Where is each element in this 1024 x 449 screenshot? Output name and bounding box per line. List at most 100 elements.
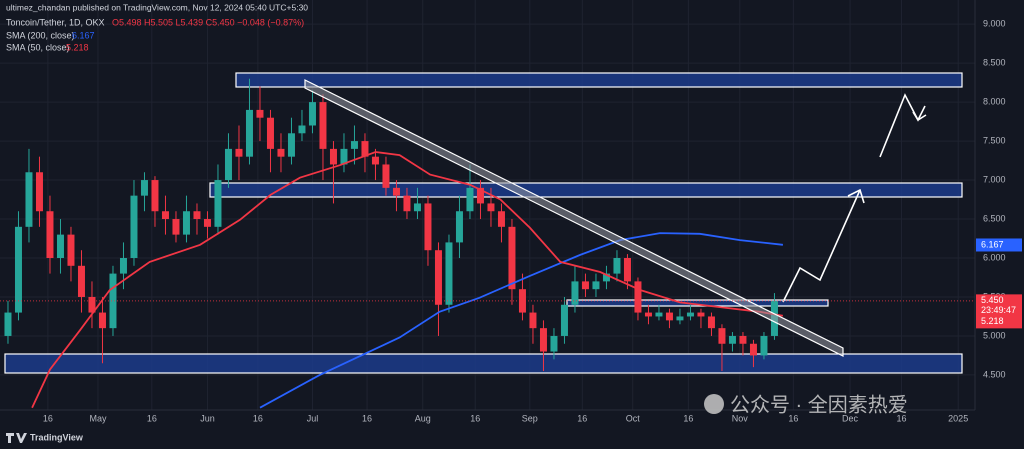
logo-mark — [6, 433, 27, 443]
candle-body — [539, 328, 547, 352]
y-tick-label: 7.000 — [983, 174, 1006, 184]
candle-body — [760, 335, 768, 356]
candle-body — [235, 148, 243, 157]
trendline — [304, 79, 844, 357]
candle-body — [4, 312, 12, 336]
candle-body — [634, 281, 642, 313]
x-tick-label: Sep — [522, 413, 538, 423]
candle-body — [224, 148, 232, 181]
candle-body — [466, 187, 474, 212]
candle-body — [665, 312, 673, 321]
candle-body — [214, 180, 222, 227]
price-label-box — [976, 315, 1022, 329]
candle-body — [529, 312, 537, 329]
candle-body — [403, 195, 411, 212]
legend-value: 6.167 — [72, 30, 95, 40]
y-tick-label: 8.000 — [983, 96, 1006, 106]
candle-body — [623, 258, 631, 282]
drawings — [4, 72, 963, 374]
candle-body — [161, 211, 169, 220]
arrow-head — [847, 188, 865, 204]
x-tick-label: 2025 — [948, 413, 968, 423]
candle-body — [256, 109, 264, 118]
candle-body — [434, 250, 442, 305]
legend-entry: SMA (50, close) — [6, 42, 70, 52]
candle-body — [67, 234, 75, 266]
candle-body — [329, 148, 337, 165]
x-tick-label: Jul — [307, 413, 319, 423]
x-tick-label: May — [89, 413, 107, 423]
x-tick-label: Jun — [200, 413, 215, 423]
candle-body — [749, 343, 757, 356]
candle-body — [644, 312, 652, 317]
x-tick-label: 16 — [362, 413, 372, 423]
y-tick-label: 6.500 — [983, 213, 1006, 223]
x-tick-label: Nov — [732, 413, 749, 423]
candle-body — [298, 125, 306, 134]
watermark-icon — [704, 394, 724, 414]
arrow-head — [912, 111, 927, 122]
price-label: 6.167 — [981, 239, 1004, 249]
candle-body — [445, 242, 453, 305]
candle-body — [266, 117, 274, 149]
legend-value: 5.218 — [66, 42, 89, 52]
candle-body — [707, 316, 715, 329]
candle-body — [172, 219, 180, 235]
publisher: ultimez_chandan published on TradingView… — [6, 2, 308, 12]
candle-body — [361, 141, 369, 157]
candle-body — [413, 203, 421, 212]
moving-averages — [31, 151, 784, 409]
candle-body — [350, 141, 358, 149]
candle-body — [140, 180, 148, 196]
candle-body — [277, 148, 285, 157]
candle-body — [25, 172, 33, 227]
candle-body — [560, 304, 568, 336]
price-label-box — [976, 238, 1022, 252]
candles — [4, 78, 778, 372]
candle-body — [581, 281, 589, 290]
candle-body — [77, 265, 85, 297]
candle-body — [382, 164, 390, 188]
x-tick-label: Oct — [626, 413, 641, 423]
candle-body — [676, 316, 684, 321]
candle-body — [728, 335, 736, 344]
logo-text: TradingView — [30, 432, 84, 442]
y-tick-label: 4.500 — [983, 369, 1006, 379]
price-label: 5.450 — [981, 295, 1004, 305]
watermark-text: 公众号 · 全因素热爱 — [730, 393, 908, 416]
candle-body — [424, 203, 432, 251]
candle-body — [245, 109, 253, 157]
trend-channel — [304, 79, 844, 357]
arrow — [782, 189, 861, 303]
candle-body — [193, 211, 201, 220]
logo: TradingView — [6, 432, 84, 443]
support-zone — [4, 353, 963, 374]
candle-body — [655, 312, 663, 317]
candle-body — [308, 102, 316, 126]
x-tick-label: 16 — [147, 413, 157, 423]
sma-line — [259, 232, 783, 409]
candle-body — [130, 195, 138, 259]
sma-line — [31, 151, 784, 409]
candle-body — [340, 148, 348, 165]
price-label-box — [976, 294, 1022, 317]
y-tick-label: 8.500 — [983, 58, 1006, 68]
candle-body — [455, 211, 463, 243]
candle-body — [592, 281, 600, 290]
arrow — [879, 93, 926, 158]
candle-body — [487, 203, 495, 212]
candle-body — [35, 172, 43, 212]
price-label: 5.218 — [981, 316, 1004, 326]
candle-body — [46, 211, 54, 259]
candle-body — [739, 335, 747, 344]
symbol: Toncoin/Tether, 1D, OKX — [6, 17, 105, 27]
candle-body — [56, 234, 64, 259]
candle-body — [476, 187, 484, 204]
candle-body — [88, 296, 96, 313]
candle-body — [371, 156, 379, 165]
x-tick-label: 16 — [896, 413, 906, 423]
breakout-zone — [566, 299, 829, 307]
x-tick-label: 16 — [470, 413, 480, 423]
candle-body — [319, 102, 327, 149]
